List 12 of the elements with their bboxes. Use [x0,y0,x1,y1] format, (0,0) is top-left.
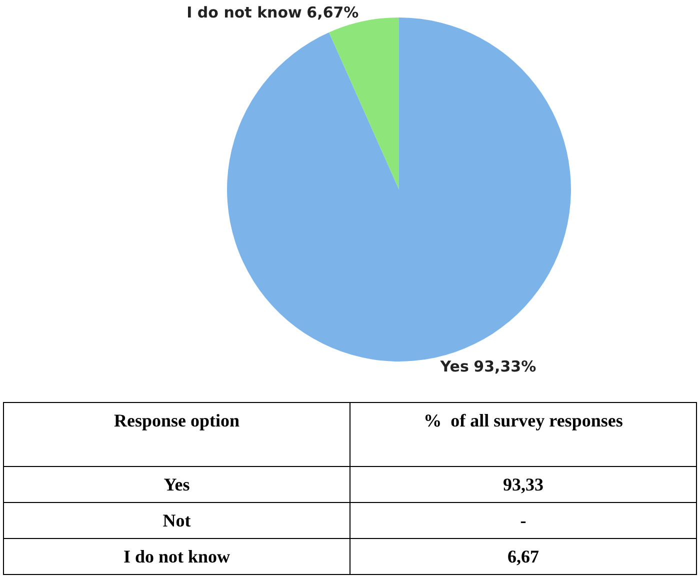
text: - [520,510,526,530]
slice-label: I do not know [186,4,302,22]
slice-label: Yes [439,357,469,376]
text: I do not know [123,546,230,566]
data-label: 93,33% [474,357,536,376]
text: 93,33 [503,474,544,494]
text: % of all survey responses [424,410,623,430]
text: Yes [164,474,190,494]
data-label: 6,67% [306,4,359,22]
text: 6,67 [508,546,539,566]
text: Not [162,510,191,530]
text: Response option [114,410,240,430]
